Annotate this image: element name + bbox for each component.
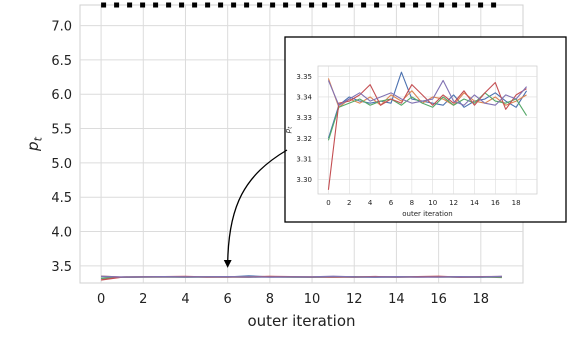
x-tick-label: 0	[326, 199, 330, 207]
x-tick-label: 4	[181, 292, 189, 307]
y-tick-label: 4.0	[51, 226, 72, 241]
inset-y-axis-label: pt	[284, 126, 294, 134]
y-tick-label: 3.33	[296, 114, 312, 122]
inset-plot: 0 2 4 6 8 10 12 14 16 18 3.30 3.31 3.32 3.33 3.34 3.35…	[284, 36, 567, 223]
series-line-1	[327, 71, 528, 139]
inset-plot-frame	[317, 65, 538, 195]
y-tick-label: 3.32	[296, 135, 312, 143]
x-tick-label: 4	[368, 199, 373, 207]
main-x-tick-labels: 0 2 4 6 8 10 12 14 16 18	[97, 292, 489, 307]
series-line-3	[327, 92, 528, 141]
x-tick-label: 18	[512, 199, 521, 207]
x-tick-label: 10	[304, 292, 321, 307]
series-line-5	[101, 275, 502, 278]
inset-series-lines	[327, 71, 528, 190]
x-tick-label: 10	[428, 199, 437, 207]
x-tick-label: 6	[224, 292, 232, 307]
y-tick-label: 3.35	[296, 73, 312, 81]
x-tick-label: 14	[470, 199, 479, 207]
x-tick-label: 8	[410, 199, 414, 207]
main-y-axis-label: pt	[24, 136, 44, 152]
y-tick-label: 4.5	[51, 191, 72, 206]
x-tick-label: 14	[388, 292, 405, 307]
inset-x-tick-labels: 0 2 4 6 8 10 12 14 16 18	[326, 199, 520, 207]
main-series-lines	[101, 275, 502, 281]
inset-x-axis-label: outer iteration	[402, 210, 452, 218]
y-tick-label: 3.5	[51, 260, 72, 275]
y-tick-label: 3.34	[296, 93, 312, 101]
y-tick-label: 3.31	[296, 155, 312, 163]
x-tick-label: 2	[139, 292, 147, 307]
x-tick-label: 18	[473, 292, 490, 307]
x-tick-label: 8	[266, 292, 274, 307]
x-tick-label: 0	[97, 292, 105, 307]
y-tick-label: 6.0	[51, 88, 72, 103]
x-tick-label: 2	[347, 199, 351, 207]
y-tick-label: 7.0	[51, 20, 72, 35]
x-tick-label: 16	[491, 199, 500, 207]
y-tick-label: 3.30	[296, 176, 312, 184]
zoom-arrow	[223, 149, 288, 268]
x-tick-label: 6	[389, 199, 394, 207]
inset-y-tick-labels: 3.30 3.31 3.32 3.33 3.34 3.35	[296, 73, 312, 184]
x-tick-label: 16	[430, 292, 447, 307]
main-x-axis-label: outer iteration	[247, 312, 355, 330]
y-tick-label: 5.5	[51, 123, 72, 138]
x-tick-label: 12	[449, 199, 458, 207]
main-y-tick-labels: 3.5 4.0 4.5 5.0 5.5 6.0 6.5 7.0	[51, 20, 72, 275]
series-line-5	[327, 79, 527, 106]
x-tick-label: 12	[346, 292, 363, 307]
y-tick-label: 5.0	[51, 157, 72, 172]
y-tick-label: 6.5	[51, 54, 72, 69]
